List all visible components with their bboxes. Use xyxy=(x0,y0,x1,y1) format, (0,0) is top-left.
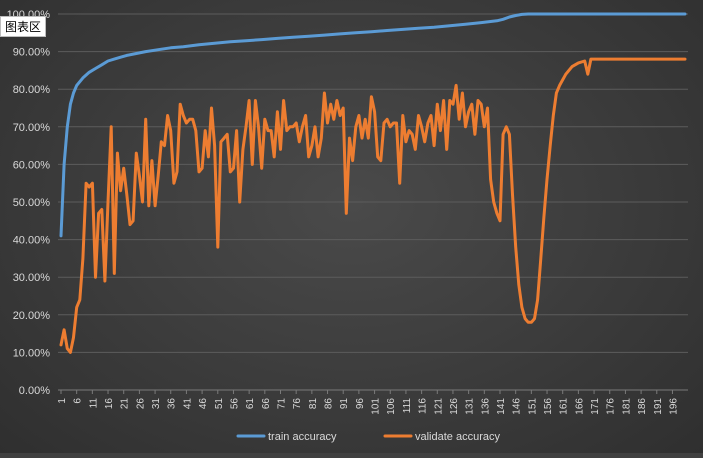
x-tick-label: 176 xyxy=(606,398,617,415)
y-tick-label: 70.00% xyxy=(13,122,51,134)
x-tick-label: 166 xyxy=(574,398,585,415)
x-tick-label: 21 xyxy=(120,398,131,410)
x-tick-label: 16 xyxy=(104,398,115,410)
x-tick-label: 136 xyxy=(480,398,491,415)
x-tick-label: 196 xyxy=(668,398,679,415)
y-tick-label: 80.00% xyxy=(13,84,51,96)
x-tick-label: 56 xyxy=(229,398,240,410)
x-tick-label: 26 xyxy=(135,398,146,410)
y-tick-label: 60.00% xyxy=(13,159,51,171)
x-tick-label: 146 xyxy=(512,398,523,415)
chart-area-tooltip: 图表区 xyxy=(0,16,47,37)
x-tick-label: 131 xyxy=(465,398,476,415)
y-tick-label: 0.00% xyxy=(19,385,50,397)
x-tick-label: 106 xyxy=(386,398,397,415)
x-tick-label: 86 xyxy=(324,398,335,410)
x-tick-label: 71 xyxy=(276,398,287,410)
x-tick-label: 121 xyxy=(433,398,444,415)
series-line-train xyxy=(59,12,687,238)
x-tick-label: 111 xyxy=(402,398,413,414)
x-tick-label: 91 xyxy=(339,398,350,410)
x-tick-label: 126 xyxy=(449,398,460,415)
y-tick-label: 10.00% xyxy=(13,347,51,359)
x-tick-label: 76 xyxy=(292,398,303,410)
x-tick-label: 101 xyxy=(371,398,382,415)
legend-label-validate: validate accuracy xyxy=(415,431,500,443)
x-tick-label: 11 xyxy=(88,398,99,409)
x-tick-label: 186 xyxy=(637,398,648,415)
x-tick-label: 61 xyxy=(245,398,256,410)
x-tick-label: 116 xyxy=(418,398,429,414)
x-tick-label: 46 xyxy=(198,398,209,410)
x-tick-label: 31 xyxy=(151,398,162,410)
series-line-validate xyxy=(59,57,687,354)
y-tick-label: 30.00% xyxy=(13,272,51,284)
y-tick-label: 40.00% xyxy=(13,235,51,247)
x-tick-label: 161 xyxy=(559,398,570,415)
x-tick-label: 156 xyxy=(543,398,554,415)
x-tick-label: 36 xyxy=(167,398,178,410)
x-tick-label: 51 xyxy=(214,398,225,410)
y-tick-label: 50.00% xyxy=(13,197,51,209)
legend-label-train: train accuracy xyxy=(268,431,337,443)
x-tick-label: 171 xyxy=(590,398,601,415)
x-tick-label: 1 xyxy=(57,398,68,404)
x-tick-label: 41 xyxy=(182,398,193,410)
y-tick-label: 90.00% xyxy=(13,47,51,59)
x-tick-label: 66 xyxy=(261,398,272,410)
x-tick-label: 181 xyxy=(621,398,632,415)
x-tick-label: 141 xyxy=(496,398,507,415)
y-tick-label: 20.00% xyxy=(13,310,51,322)
x-tick-label: 6 xyxy=(73,398,84,404)
x-tick-label: 151 xyxy=(527,398,538,415)
x-tick-label: 96 xyxy=(355,398,366,410)
x-tick-label: 191 xyxy=(653,398,664,415)
x-tick-label: 81 xyxy=(308,398,319,410)
